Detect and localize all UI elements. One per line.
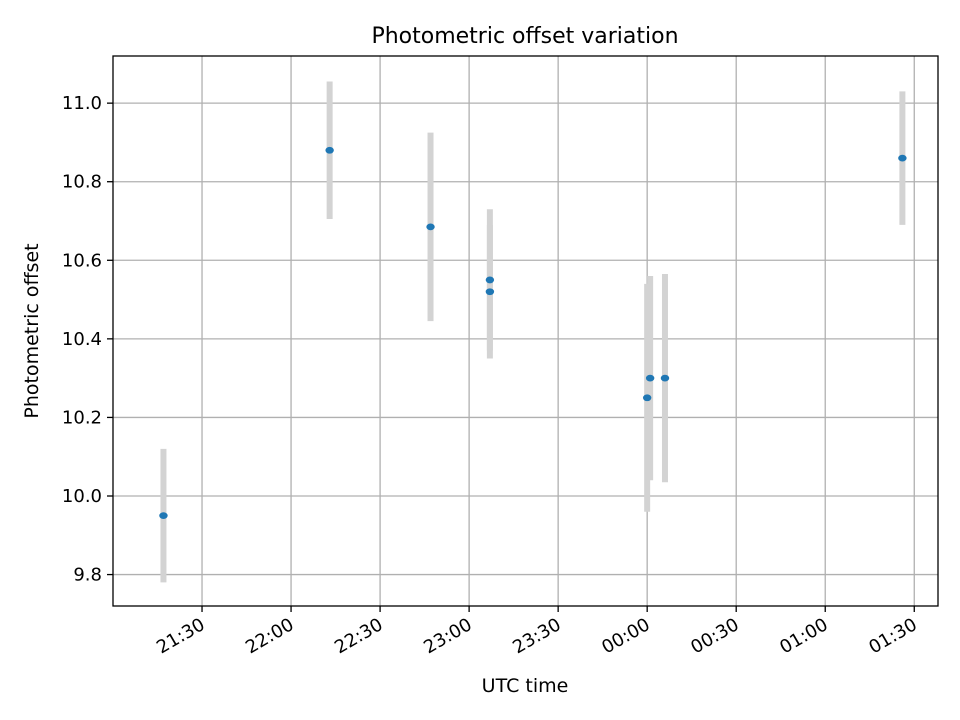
x-tick-label: 00:30	[687, 614, 742, 658]
data-points	[159, 146, 907, 520]
y-tick-label: 10.4	[62, 329, 102, 350]
x-tick-label: 23:00	[420, 614, 475, 658]
data-point	[426, 223, 435, 231]
y-tick-label: 10.6	[62, 250, 102, 271]
error-bars	[160, 81, 906, 583]
x-tick-label: 01:30	[865, 614, 920, 658]
chart-title: Photometric offset variation	[371, 24, 678, 49]
grid-lines	[113, 56, 938, 606]
x-tick-label: 21:30	[153, 614, 208, 658]
data-point	[660, 374, 670, 382]
y-tick-label: 11.0	[62, 93, 102, 114]
data-point	[325, 146, 334, 154]
y-tick-label: 10.2	[62, 407, 102, 428]
x-tick-label: 23:30	[509, 614, 564, 658]
data-point	[485, 276, 495, 284]
y-tick-label: 9.8	[73, 565, 102, 586]
x-tick-label: 22:00	[242, 614, 297, 658]
data-point	[898, 154, 907, 162]
x-axis-label: UTC time	[482, 675, 569, 697]
data-point	[485, 288, 495, 296]
plot-frame	[112, 55, 939, 607]
y-axis-label: Photometric offset	[21, 243, 43, 418]
x-tick-label: 22:30	[331, 614, 386, 658]
data-point	[642, 394, 652, 402]
x-tick-label: 01:00	[776, 614, 831, 658]
x-tick-label: 00:00	[598, 614, 653, 658]
data-point	[159, 512, 168, 520]
axis-ticks: 9.8 10.0 10.2 10.4 10.6 10.8 11.0 21:30 22:00 22:…	[62, 93, 921, 658]
y-tick-label: 10.0	[62, 486, 102, 507]
y-tick-label: 10.8	[62, 172, 102, 193]
data-point	[645, 374, 655, 382]
